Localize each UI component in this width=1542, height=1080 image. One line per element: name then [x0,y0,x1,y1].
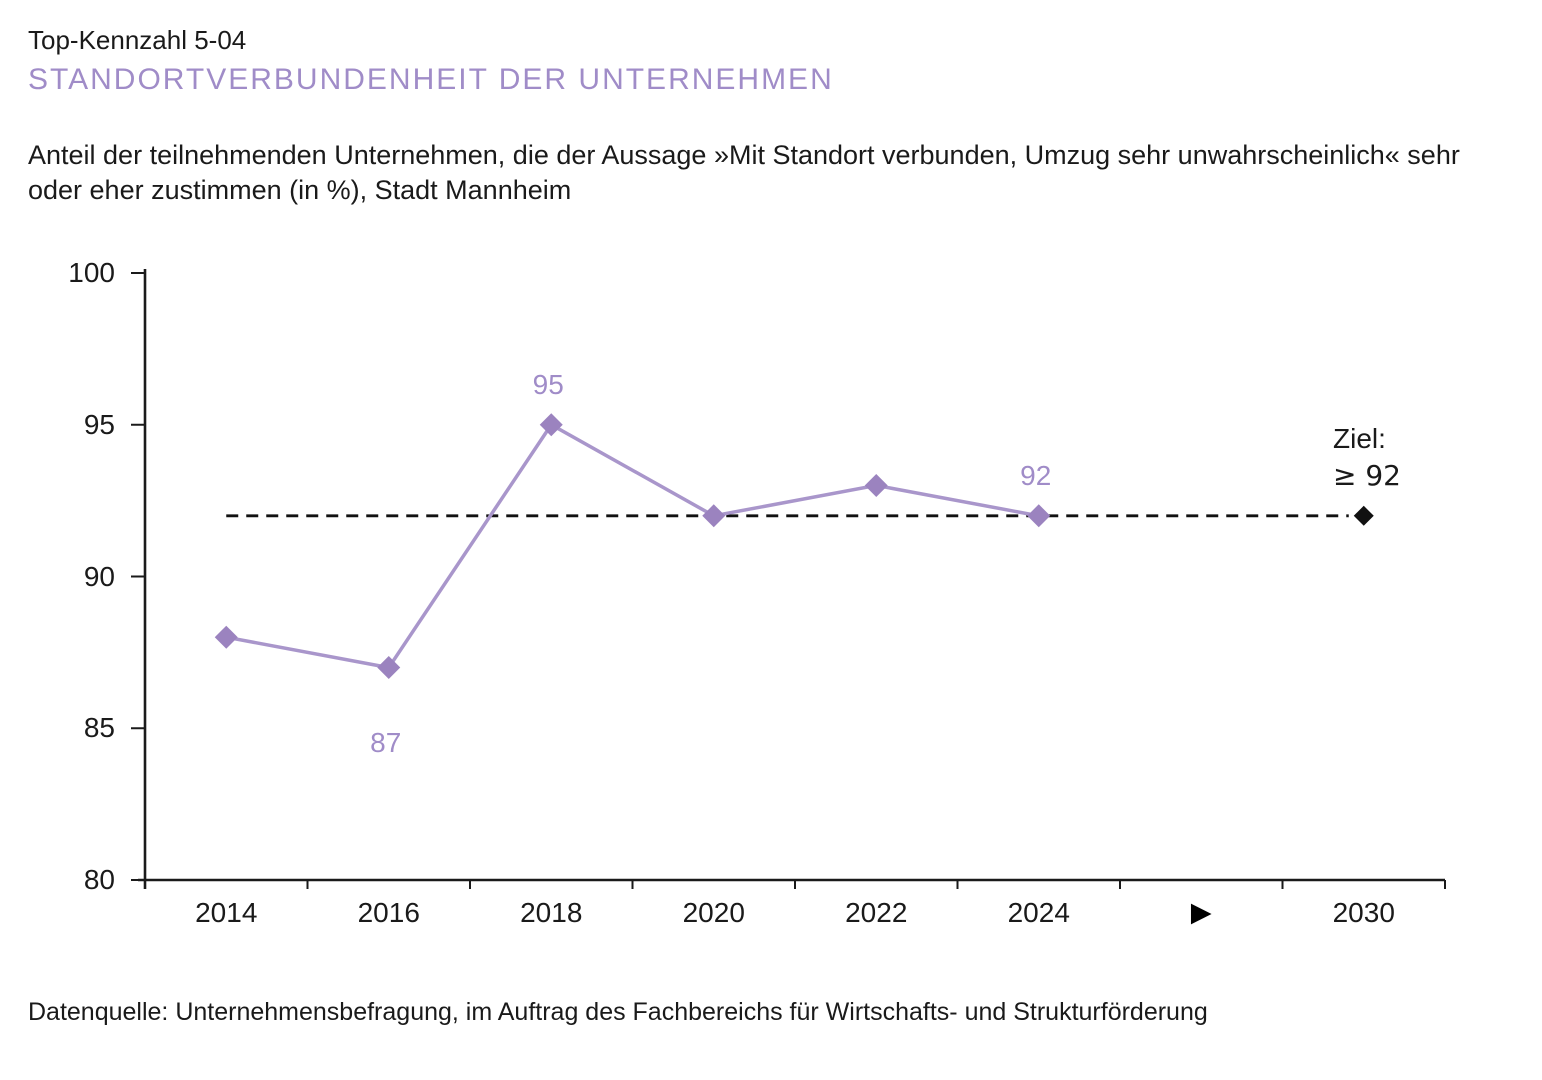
page-title: STANDORTVERBUNDENHEIT DER UNTERNEHMEN [28,63,834,96]
x-axis-label: 2030 [1332,897,1395,928]
series-line [225,422,1040,670]
x-axis-label: 2020 [682,897,745,928]
x-axis-label: 2022 [845,897,908,928]
data-point-label: 92 [1020,459,1052,491]
target-annotation-line-2: ≥ 92 [1333,459,1401,492]
data-point-marker [377,656,401,680]
y-axis-label: 80 [83,864,115,895]
target-diamond-marker [1353,505,1374,526]
x-axis-label: 2024 [1007,897,1070,928]
data-point-marker [864,473,888,497]
x-axis-label: 2014 [195,897,258,928]
x-axis-label: 2016 [357,897,420,928]
data-point-marker [539,413,563,437]
y-axis-label: 85 [83,712,115,744]
chart-description: Anteil der teilnehmenden Unternehmen, di… [28,138,1460,208]
chart-description-line-1: Anteil der teilnehmenden Unternehmen, di… [28,140,1460,170]
data-point-label: 87 [370,726,402,758]
data-point-label: 95 [532,368,564,400]
target-annotation-line-1: Ziel: [1333,423,1386,454]
data-point-marker [702,504,726,528]
data-source: Datenquelle: Unternehmensbefragung, im A… [28,998,1208,1026]
data-point-marker [1027,504,1051,528]
forward-arrow-icon: ▶ [1190,897,1212,928]
y-axis-label: 95 [83,408,115,440]
data-point-marker [214,625,238,649]
x-axis-label: 2018 [520,897,583,928]
y-axis-label: 90 [83,560,115,592]
kicker: Top-Kennzahl 5-04 [28,25,247,55]
chart-description-line-2: oder eher zustimmen (in %), Stadt Mannhe… [28,175,572,205]
target-annotation: Ziel: ≥ 92 [1333,420,1401,494]
y-axis-label: 100 [68,257,115,288]
